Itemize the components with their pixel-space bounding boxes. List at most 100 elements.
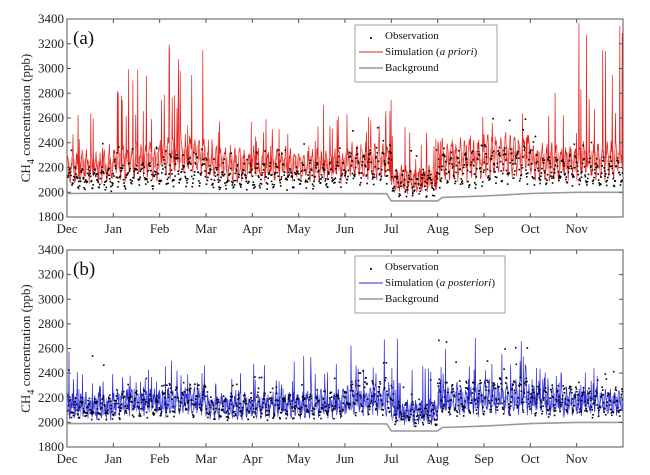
observation-point <box>571 391 573 394</box>
observation-point <box>278 153 280 156</box>
observation-point <box>430 410 432 412</box>
observation-point <box>508 172 510 175</box>
observation-point <box>528 403 530 405</box>
observation-point <box>213 158 215 160</box>
observation-point <box>321 407 323 410</box>
observation-point <box>520 174 523 176</box>
observation-point <box>620 393 623 396</box>
observation-point <box>512 383 514 386</box>
observation-point <box>94 168 96 171</box>
observation-point <box>312 407 314 410</box>
observation-point <box>86 172 89 175</box>
observation-point <box>597 415 600 418</box>
observation-point <box>177 173 180 175</box>
observation-point <box>108 174 110 176</box>
observation-point <box>552 396 554 398</box>
observation-point <box>143 177 146 179</box>
observation-point <box>348 156 350 158</box>
observation-point <box>369 153 371 155</box>
observation-point <box>300 413 302 415</box>
observation-point <box>250 397 252 399</box>
observation-point <box>240 174 243 176</box>
observation-point <box>582 393 584 396</box>
observation-point <box>305 410 308 413</box>
observation-point <box>204 170 206 172</box>
x-tick-label: Apr <box>242 451 263 466</box>
observation-point <box>383 152 385 155</box>
observation-point <box>442 154 444 157</box>
observation-point <box>113 412 116 414</box>
observation-point <box>283 174 286 176</box>
observation-point <box>157 401 159 403</box>
observation-point <box>110 404 112 407</box>
observation-point <box>385 170 387 172</box>
observation-point <box>595 166 597 169</box>
observation-point <box>597 179 600 181</box>
observation-point <box>612 410 614 413</box>
x-tick-label: Jun <box>336 451 355 466</box>
observation-point <box>70 411 72 414</box>
observation-point <box>541 157 544 160</box>
observation-point <box>156 163 159 166</box>
observation-point <box>306 181 309 183</box>
observation-point <box>469 412 471 414</box>
observation-point <box>493 382 495 384</box>
observation-point <box>525 169 527 171</box>
observation-point <box>595 390 597 392</box>
observation-point <box>238 173 240 176</box>
observation-point <box>135 392 137 394</box>
observation-point <box>555 398 557 401</box>
observation-point <box>216 401 219 404</box>
observation-point <box>434 419 436 421</box>
observation-point <box>426 410 429 412</box>
observation-point <box>295 173 297 176</box>
observation-point <box>318 414 321 416</box>
observation-point <box>470 152 473 154</box>
observation-point <box>234 410 236 413</box>
observation-point <box>373 176 376 178</box>
observation-point <box>129 179 132 181</box>
observation-point <box>431 182 433 184</box>
observation-point <box>120 407 122 409</box>
observation-point <box>538 178 541 180</box>
observation-point <box>431 402 433 404</box>
observation-point <box>154 409 157 411</box>
observation-point <box>515 153 518 156</box>
observation-point <box>415 422 417 425</box>
observation-point <box>449 159 451 161</box>
observation-point <box>122 164 124 167</box>
observation-point <box>565 176 568 178</box>
observation-point <box>583 391 585 393</box>
observation-point <box>513 173 516 176</box>
observation-point <box>532 177 534 179</box>
observation-point <box>182 381 185 384</box>
observation-point <box>393 185 396 188</box>
observation-point <box>171 410 174 413</box>
observation-point <box>607 168 610 171</box>
observation-point <box>331 177 333 179</box>
observation-point <box>534 169 536 171</box>
observation-point <box>198 403 201 406</box>
observation-point <box>282 163 285 166</box>
x-tick-label: Feb <box>150 451 170 466</box>
observation-point <box>551 177 553 179</box>
observation-point <box>110 190 113 193</box>
observation-point <box>160 180 163 182</box>
observation-point <box>114 402 117 405</box>
observation-point <box>357 162 360 164</box>
observation-point <box>397 400 400 403</box>
observation-point <box>266 419 269 422</box>
observation-point <box>77 186 79 188</box>
observation-point <box>175 158 177 160</box>
observation-point <box>118 417 121 419</box>
observation-point <box>135 390 138 392</box>
observation-point <box>581 170 583 173</box>
observation-point <box>148 405 150 408</box>
observation-point <box>426 178 429 181</box>
observation-point <box>272 186 275 188</box>
observation-point <box>109 400 112 402</box>
observation-point <box>277 175 280 177</box>
y-tick-label: 2600 <box>38 341 64 356</box>
